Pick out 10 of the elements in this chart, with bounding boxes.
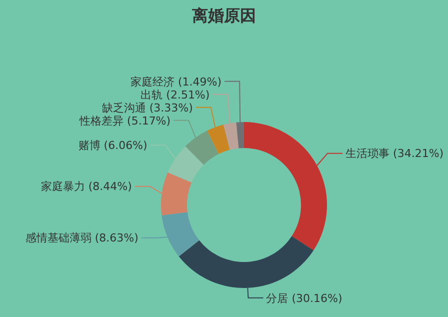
slice-label: 分居 (30.16%) — [266, 292, 342, 305]
slice-label: 家庭暴力 (8.44%) — [40, 180, 132, 194]
slice-label: 家庭经济 (1.49%) — [130, 75, 222, 88]
chart-title: 离婚原因 — [191, 6, 257, 27]
slice-label: 缺乏沟通 (3.33%) — [102, 101, 193, 114]
slice-label: 感情基础薄弱 (8.63%) — [25, 232, 138, 245]
slice-label: 性格差异 (5.17%) — [78, 114, 171, 128]
slice-label: 赌博 (6.06%) — [78, 138, 148, 152]
slice-label: 出轨 (2.51%) — [140, 88, 210, 102]
slice-label: 生活琐事 (34.21%) — [346, 147, 444, 160]
